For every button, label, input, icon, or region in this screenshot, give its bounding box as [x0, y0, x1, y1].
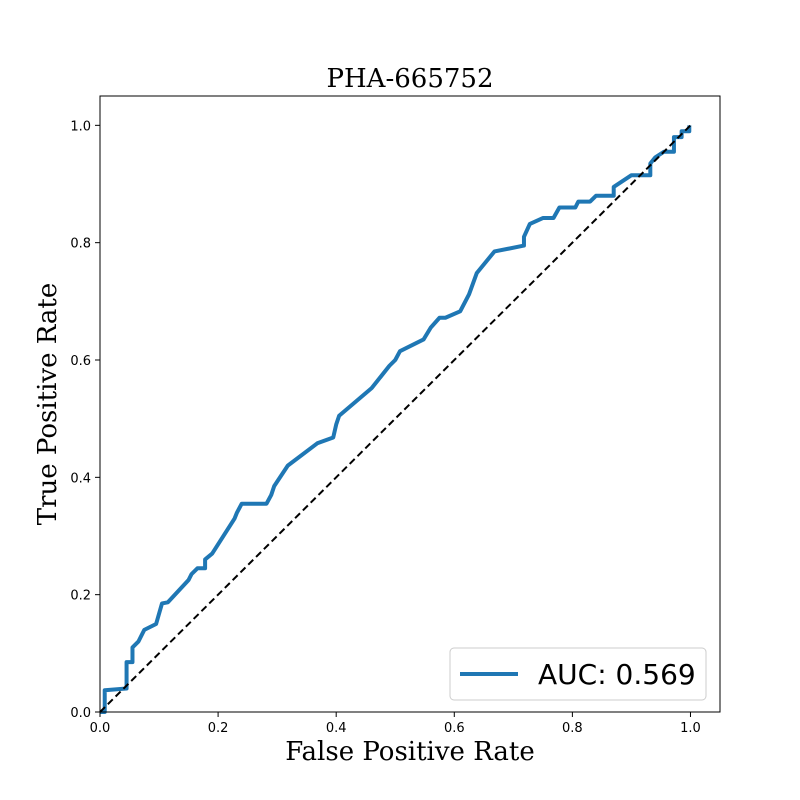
- y-tick-label: 0.4: [70, 471, 91, 486]
- x-tick-label: 0.4: [326, 721, 347, 736]
- x-tick-label: 0.0: [90, 721, 111, 736]
- y-axis-label: True Positive Rate: [33, 283, 63, 526]
- x-tick-label: 0.6: [444, 721, 465, 736]
- plot-area: [99, 124, 692, 714]
- legend: AUC: 0.569: [449, 647, 707, 701]
- y-tick-label: 0.6: [70, 354, 91, 369]
- chart-title: PHA-665752: [327, 64, 494, 94]
- chance-diagonal-line: [99, 124, 692, 713]
- plot-frame: [99, 95, 721, 713]
- axes: 0.0 0.2 0.4 0.6 0.8 1.0 0.0 0.2 0.4 0.6 0.8 1.0: [70, 95, 721, 736]
- x-tick-label: 0.2: [208, 721, 229, 736]
- x-tick-label: 0.8: [562, 721, 583, 736]
- y-tick-label: 0.2: [70, 589, 91, 604]
- y-tick-label: 0.8: [70, 237, 91, 252]
- y-tick-label: 0.0: [70, 706, 91, 721]
- legend-label: AUC: 0.569: [538, 658, 696, 691]
- legend-box: [449, 647, 707, 701]
- x-tick-label: 1.0: [680, 721, 701, 736]
- roc-curve-line: [100, 125, 692, 714]
- x-axis-label: False Positive Rate: [285, 737, 534, 767]
- y-tick-label: 1.0: [70, 119, 91, 134]
